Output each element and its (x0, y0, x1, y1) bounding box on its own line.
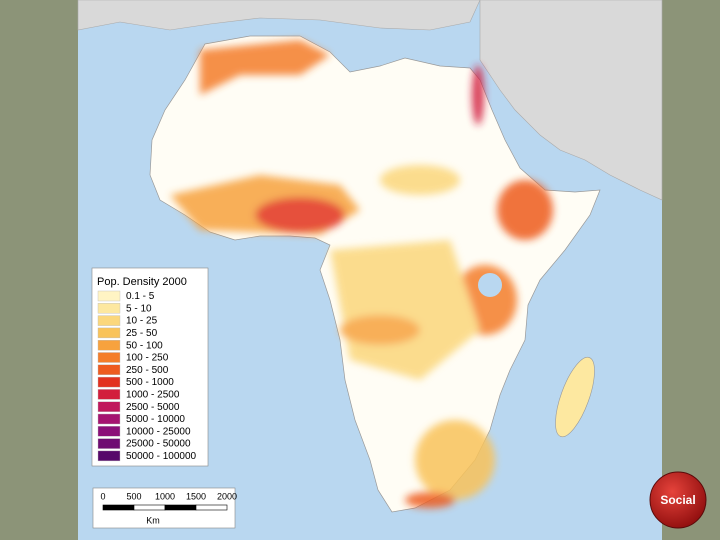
scale-unit: Km (146, 515, 160, 525)
legend-label: 1000 - 2500 (126, 390, 180, 401)
scale-ticks: 0 500 1000 1500 2000 (100, 491, 237, 511)
legend-swatch (97, 352, 121, 363)
legend-swatch (97, 327, 121, 339)
legend-swatch (97, 438, 121, 449)
scale-segment (195, 504, 228, 511)
density-patches (170, 40, 553, 508)
legend-swatch (97, 413, 121, 425)
legend-swatch (97, 364, 121, 375)
scale-segment (133, 504, 166, 511)
legend-title: Pop. Density 2000 (97, 276, 187, 288)
legend-label: 5000 - 10000 (126, 414, 185, 425)
legend-label: 500 - 1000 (126, 377, 174, 388)
legend-swatch (97, 426, 121, 437)
button-circle[interactable] (649, 471, 707, 529)
legend-swatch (97, 315, 121, 326)
social-button[interactable]: Social (649, 471, 707, 529)
legend-label: 50000 - 100000 (126, 451, 197, 462)
legend-label: 10000 - 25000 (126, 426, 191, 437)
legend-swatch (97, 290, 121, 302)
legend-label: 25 - 50 (126, 328, 158, 339)
madagascar (555, 356, 595, 438)
legend-swatch (97, 303, 121, 314)
middle-east (479, 0, 663, 201)
legend-swatch (97, 450, 121, 462)
legend-swatch (97, 401, 121, 412)
scale-label: 500 (126, 491, 141, 501)
map (77, 0, 663, 513)
legend-swatch (97, 376, 121, 388)
legend-swatch (97, 389, 121, 400)
scale-label: 1500 (186, 491, 206, 501)
legend-label: 0.1 - 5 (126, 291, 155, 302)
button-label[interactable]: Social (660, 493, 695, 507)
europe (77, 0, 481, 31)
scale-label: 1000 (155, 491, 175, 501)
scale-label: 2000 (217, 491, 237, 501)
legend-label: 50 - 100 (126, 340, 163, 351)
legend-label: 250 - 500 (126, 365, 169, 376)
legend-label: 100 - 250 (126, 353, 169, 364)
scale-segment (164, 504, 197, 511)
lake-victoria (478, 273, 502, 297)
scale-label: 0 (100, 491, 105, 501)
legend-label: 25000 - 50000 (126, 439, 191, 450)
scale-segment (102, 504, 135, 511)
legend-swatch (97, 340, 121, 351)
legend-label: 2500 - 5000 (126, 402, 180, 413)
legend-label: 5 - 10 (126, 303, 152, 314)
legend-label: 10 - 25 (126, 316, 158, 327)
